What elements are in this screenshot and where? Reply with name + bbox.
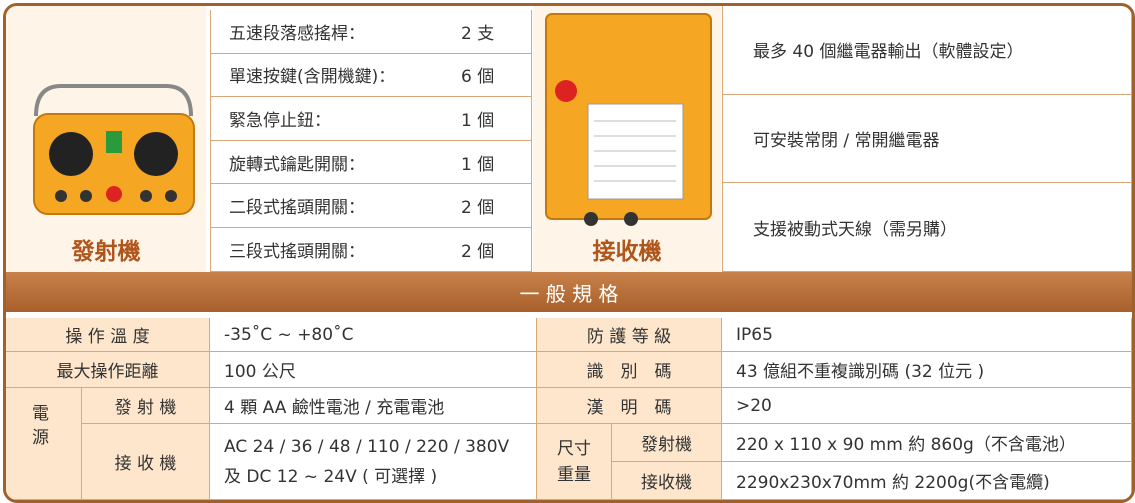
spec-value: -35˚C ~ +80˚C: [210, 318, 537, 352]
power-value: 4 顆 AA 鹼性電池 / 充電電池: [210, 388, 537, 424]
power-sub-label: 發 射 機: [82, 388, 210, 424]
spec-row: 單速按鍵(含開機鍵)： 6 個: [210, 53, 532, 98]
transmitter-label: 發射機: [71, 239, 141, 265]
spec-name: 五速段落感搖桿：: [229, 23, 365, 44]
spec-row: 二段式搖頭開關： 2 個: [210, 184, 532, 228]
size-label: 尺寸重量: [537, 424, 612, 500]
power-line: AC 24 / 36 / 48 / 110 / 220 / 380V: [224, 436, 510, 457]
spec-label: 防 護 等 級: [537, 318, 722, 352]
receiver-feature: 支援被動式天線（需另購）: [722, 183, 1132, 273]
spec-label: 最大操作距離: [6, 352, 210, 388]
size-sub-label: 發射機: [612, 424, 722, 462]
size-sub-label: 接收機: [612, 462, 722, 500]
spec-value: 100 公尺: [210, 352, 537, 388]
spec-count: 2 支: [461, 23, 495, 44]
spec-name: 緊急停止鈕：: [229, 110, 331, 131]
spec-label: 識 別 碼: [537, 352, 722, 388]
spec-row: 旋轉式鑰匙開關： 1 個: [210, 140, 532, 185]
illustrations: [6, 6, 721, 272]
receiver-label: 接收機: [592, 239, 662, 265]
spec-row: 三段式搖頭開關： 2 個: [210, 228, 532, 272]
spec-row: 緊急停止鈕： 1 個: [210, 97, 532, 141]
spec-count: 2 個: [461, 241, 495, 262]
spec-count: 1 個: [461, 154, 495, 175]
spec-value: IP65: [722, 318, 1132, 352]
spec-count: 6 個: [461, 67, 495, 88]
spec-name: 三段式搖頭開關：: [229, 241, 365, 262]
spec-value: >20: [722, 388, 1132, 424]
spec-count: 1 個: [461, 110, 495, 131]
spec-label: 操 作 溫 度: [6, 318, 210, 352]
spec-value: 43 億組不重複識別碼 (32 位元 ): [722, 352, 1132, 388]
spec-name: 二段式搖頭開關：: [229, 198, 365, 219]
power-line: 及 DC 12 ~ 24V ( 可選擇 ): [224, 466, 438, 487]
receiver-feature: 最多 40 個繼電器輸出（軟體設定）: [722, 6, 1132, 95]
spec-name: 單速按鍵(含開機鍵)：: [229, 67, 396, 88]
spec-count: 2 個: [461, 198, 495, 219]
spec-row: 五速段落感搖桿： 2 支: [210, 10, 532, 54]
size-value: 220 x 110 x 90 mm 約 860g（不含電池）: [722, 424, 1132, 462]
spec-label: 漢 明 碼: [537, 388, 722, 424]
power-label: 電源: [6, 388, 82, 500]
power-value: AC 24 / 36 / 48 / 110 / 220 / 380V 及 DC 1…: [210, 424, 537, 500]
power-sub-label: 接 收 機: [82, 424, 210, 500]
spec-name: 旋轉式鑰匙開關：: [229, 154, 365, 175]
size-value: 2290x230x70mm 約 2200g(不含電纜): [722, 462, 1132, 500]
spec-sheet: 一 般 規 格 發射機 五速段落感搖桿： 2 支單速按鍵(含開機鍵)： 6 個緊急停止…: [3, 3, 1135, 503]
receiver-feature: 可安裝常閉 / 常開繼電器: [722, 94, 1132, 184]
section-title: 一 般 規 格: [6, 272, 1132, 312]
